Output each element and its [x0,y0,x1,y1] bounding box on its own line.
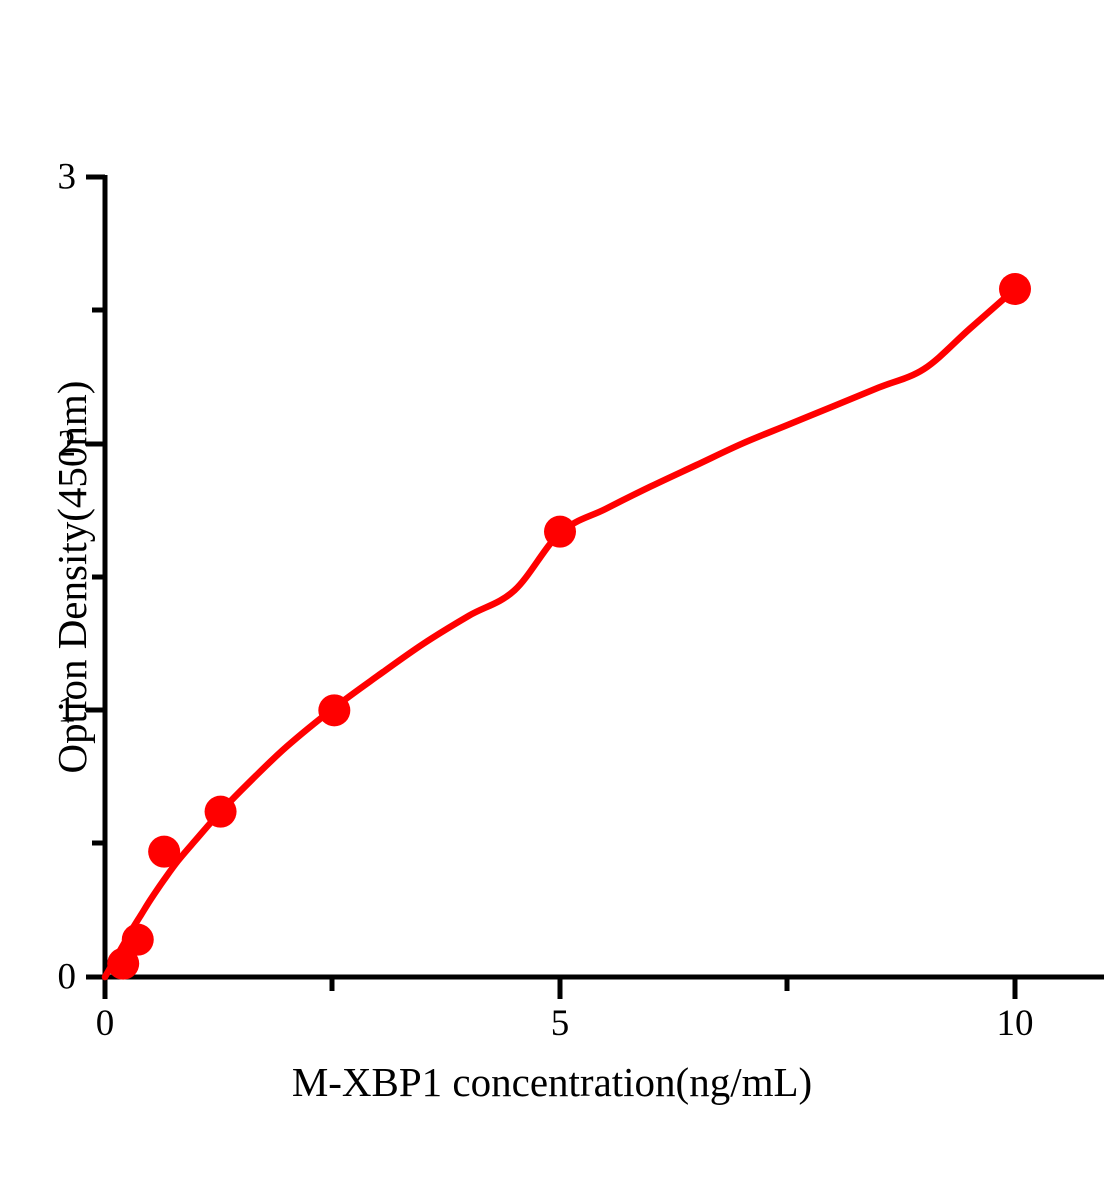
x-axis-title: M-XBP1 concentration(ng/mL) [291,1059,813,1105]
data-point-group [107,273,1031,980]
data-point [148,835,181,868]
x-tick-label-0: 0 [95,1003,115,1044]
data-point [544,515,576,548]
data-point [204,795,237,828]
y-tick-label-3: 3 [57,156,77,198]
data-point [107,947,140,980]
y-tick-label-1: 1 [57,689,77,731]
y-tick-label-2: 2 [57,423,77,465]
data-point [999,273,1031,305]
x-tick-label-10: 10 [996,1003,1034,1044]
y-axis-title: Option Density(450nm) [49,380,95,774]
data-point [121,923,154,956]
standard-curve-line [101,285,1019,981]
x-tick-label-5: 5 [550,1003,570,1044]
data-point [318,694,351,727]
y-tick-label-0: 0 [57,956,77,998]
